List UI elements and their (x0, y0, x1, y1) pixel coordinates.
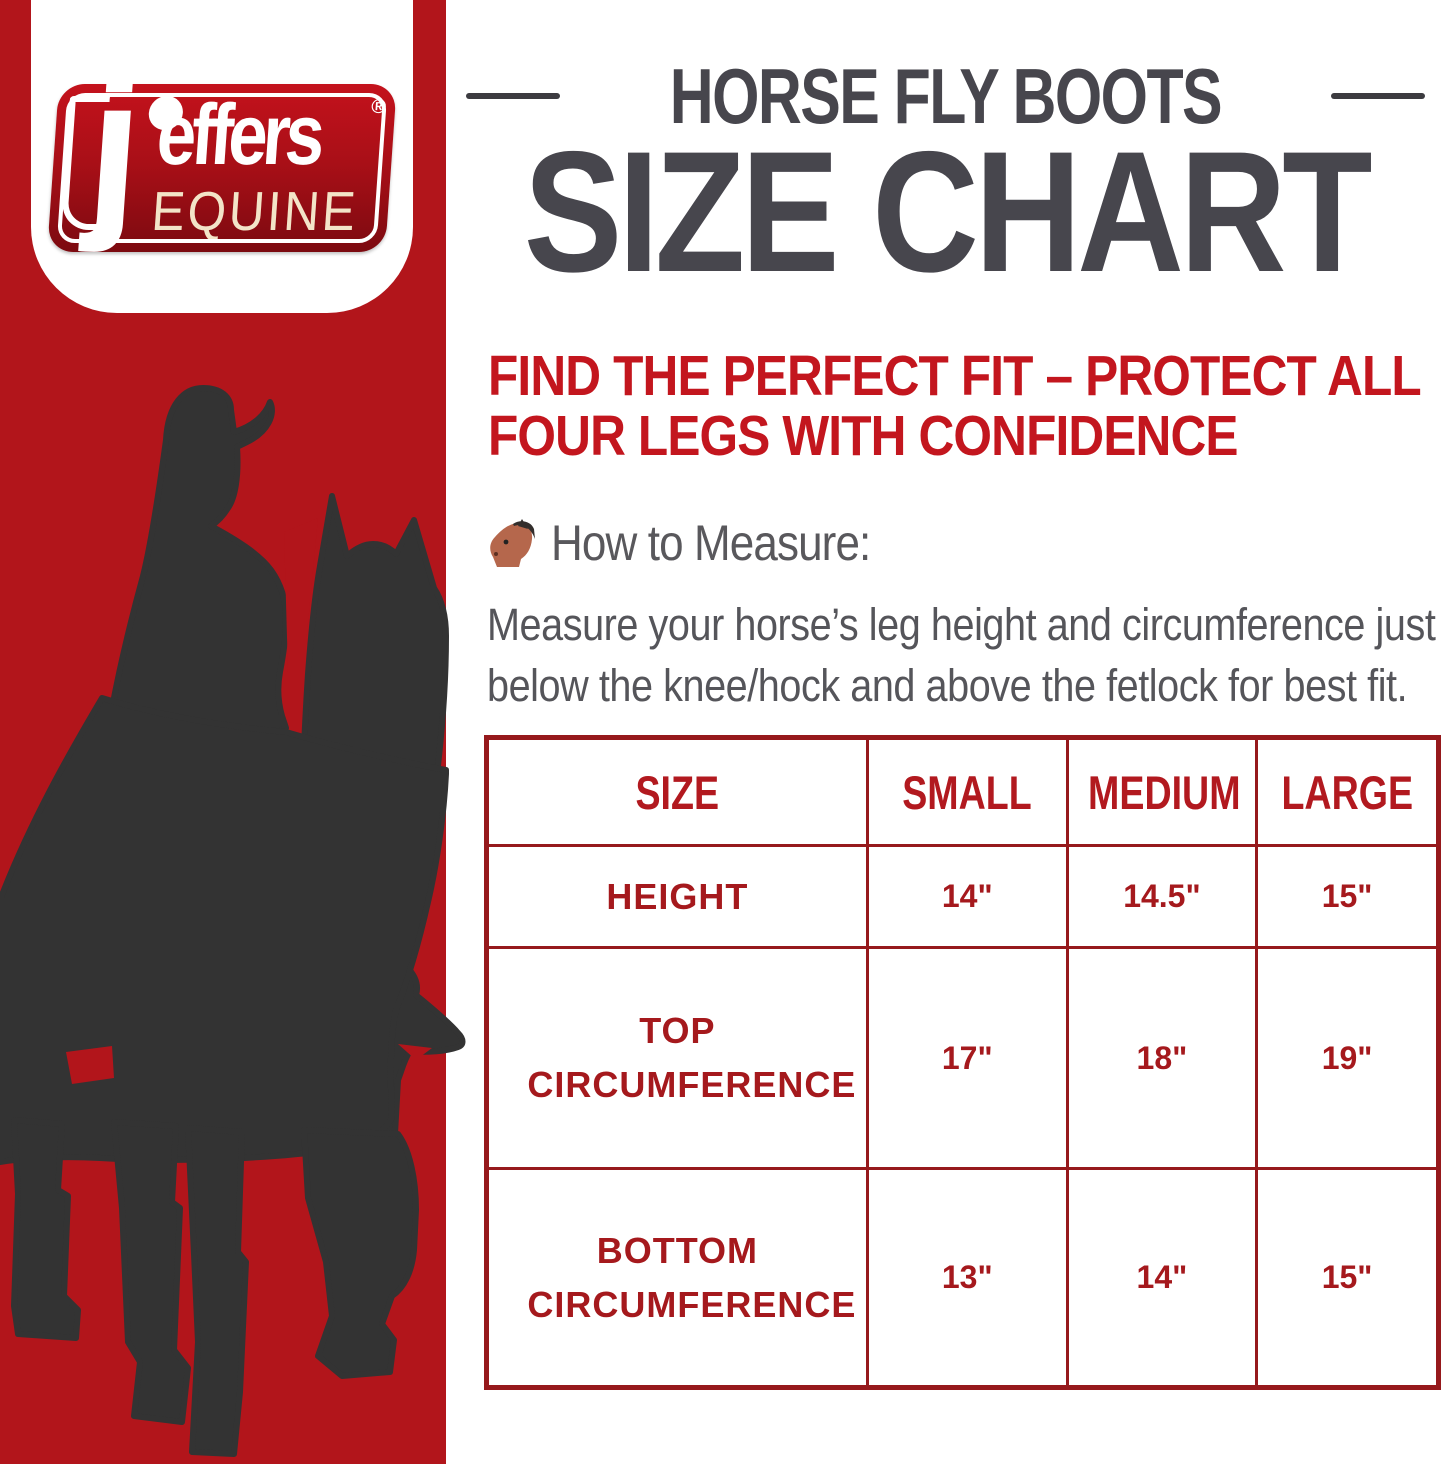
tagline: FIND THE PERFECT FIT – PROTECT ALL FOUR … (488, 344, 1422, 468)
cell-value: 15" (1255, 1167, 1440, 1389)
cell-value: 15" (1255, 844, 1440, 949)
measure-description: Measure your horse’s leg height and circ… (487, 594, 1436, 716)
cell-value: 18" (1065, 946, 1259, 1170)
cell-value: 14" (1065, 1167, 1259, 1389)
logo-wordmark: effers (153, 87, 324, 183)
tagline-line2: FOUR LEGS WITH CONFIDENCE (488, 404, 1239, 468)
registered-mark: ® (370, 96, 387, 118)
col-header-size: SIZE (485, 736, 869, 847)
jeffers-logo: j effers ® EQUINE (47, 38, 397, 253)
kicker-dash-right (1330, 93, 1425, 99)
product-kicker: HORSE FLY BOOTS (669, 51, 1223, 140)
cowboy-on-horse-silhouette (0, 385, 466, 1457)
row-label: HEIGHT (485, 844, 869, 949)
description-line1: Measure your horse’s leg height and circ… (487, 599, 1436, 650)
page-title-wrap: SIZE CHART (446, 126, 1445, 298)
table-row-top-circumference: TOP CIRCUMFERENCE 17" 18" 19" (485, 946, 1440, 1170)
logo-initial: j (81, 38, 150, 253)
row-label: BOTTOM CIRCUMFERENCE (485, 1167, 869, 1389)
kicker-dash-left (466, 93, 561, 99)
kicker-row: HORSE FLY BOOTS (446, 50, 1445, 142)
table-row-bottom-circumference: BOTTOM CIRCUMFERENCE 13" 14" 15" (485, 1167, 1440, 1389)
table-header-row: SIZE SMALL MEDIUM LARGE (485, 736, 1440, 847)
tagline-line1: FIND THE PERFECT FIT – PROTECT ALL (488, 344, 1422, 408)
horse-head-icon (490, 519, 535, 567)
how-to-measure-label: How to Measure: (551, 515, 871, 571)
table-row-height: HEIGHT 14" 14.5" 15" (485, 844, 1440, 949)
cell-value: 19" (1255, 946, 1440, 1170)
col-header-medium: MEDIUM (1065, 736, 1259, 847)
row-label: TOP CIRCUMFERENCE (485, 946, 869, 1170)
page-title: SIZE CHART (523, 116, 1372, 308)
description-line2: below the knee/hock and above the fetloc… (487, 660, 1408, 711)
how-to-measure-row: How to Measure: (487, 514, 914, 572)
size-table: SIZE SMALL MEDIUM LARGE HEIGHT 14" 14.5"… (484, 735, 1441, 1390)
cell-value: 17" (865, 946, 1069, 1170)
cell-value: 14.5" (1065, 844, 1259, 949)
logo-subbrand: EQUINE (149, 180, 361, 242)
cell-value: 13" (865, 1167, 1069, 1389)
col-header-large: LARGE (1255, 736, 1440, 847)
col-header-small: SMALL (865, 736, 1069, 847)
brand-logo-card: j effers ® EQUINE (31, 0, 413, 313)
cell-value: 14" (865, 844, 1069, 949)
